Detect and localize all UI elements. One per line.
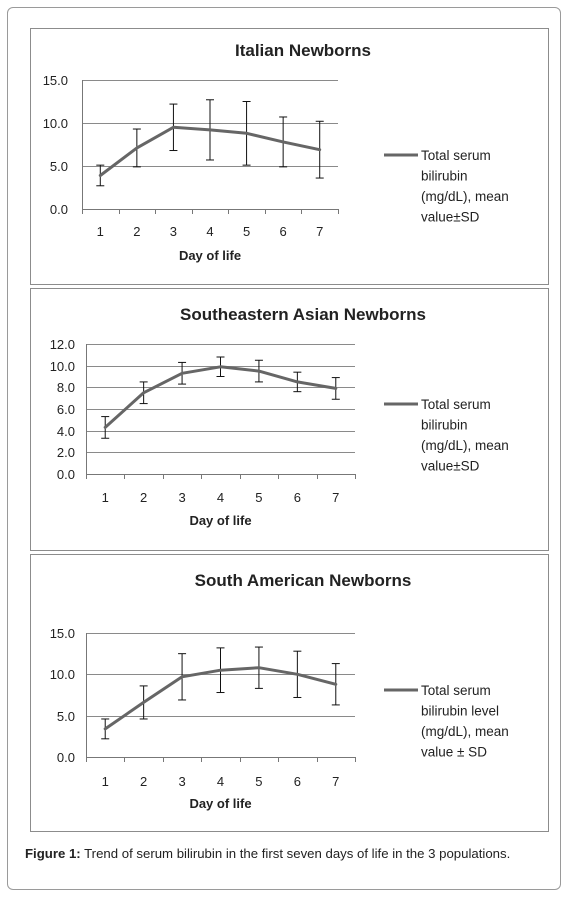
chart-title: Italian Newborns: [235, 41, 371, 60]
chart-2: Southeastern Asian Newborns 0.0 2.0 4.0 6.0 8…: [30, 288, 549, 551]
y-tick-label: 6.0: [57, 402, 75, 417]
series-line: [103, 365, 338, 429]
x-tick-label: 7: [316, 224, 323, 239]
y-tick-label: 5.0: [50, 159, 68, 174]
series-line: [103, 666, 338, 731]
legend-label: value±SD: [421, 459, 480, 474]
legend: Total serum bilirubin (mg/dL), mean value±S…: [384, 397, 509, 474]
x-tick-label: 2: [133, 224, 140, 239]
x-tick-label: 3: [178, 490, 185, 505]
legend-label: (mg/dL), mean: [421, 724, 509, 739]
chart-panel: [30, 288, 549, 551]
legend-label: bilirubin: [421, 169, 468, 184]
x-tick-label: 5: [255, 774, 262, 789]
legend-label: bilirubin level: [421, 704, 499, 719]
x-tick-label: 4: [217, 490, 224, 505]
x-tick-label: 6: [280, 224, 287, 239]
y-tick-label: 10.0: [43, 116, 68, 131]
caption-label: Figure 1:: [25, 846, 81, 861]
chart-3: South American Newborns 0.0 5.0 10.0 15.0 1 2 3…: [30, 554, 549, 832]
legend-label: value ± SD: [421, 745, 487, 760]
x-tick-label: 5: [243, 224, 250, 239]
x-tick-label: 3: [170, 224, 177, 239]
x-axis-label: Day of life: [179, 248, 241, 263]
x-tick-label: 6: [294, 490, 301, 505]
legend-label: bilirubin: [421, 418, 468, 433]
caption-text: Trend of serum bilirubin in the first se…: [80, 846, 511, 861]
y-tick-label: 0.0: [50, 202, 68, 217]
x-tick-label: 2: [140, 490, 147, 505]
legend-label: Total serum: [421, 397, 491, 412]
x-tick-label: 3: [178, 774, 185, 789]
y-tick-label: 2.0: [57, 445, 75, 460]
legend-label: value±SD: [421, 210, 480, 225]
y-tick-label: 12.0: [50, 337, 75, 352]
y-tick-label: 5.0: [57, 709, 75, 724]
legend: Total serum bilirubin (mg/dL), mean value±S…: [384, 148, 509, 225]
legend-label: (mg/dL), mean: [421, 438, 509, 453]
chart-panel: [30, 28, 549, 285]
x-axis-label: Day of life: [189, 796, 251, 811]
y-tick-label: 0.0: [57, 750, 75, 765]
chart-title: South American Newborns: [195, 571, 412, 590]
y-tick-label: 15.0: [43, 73, 68, 88]
x-tick-label: 1: [97, 224, 104, 239]
x-tick-label: 4: [206, 224, 213, 239]
chart-panel: [30, 554, 549, 832]
x-tick-label: 5: [255, 490, 262, 505]
figure-caption: Figure 1: Trend of serum bilirubin in th…: [25, 845, 549, 862]
y-tick-label: 15.0: [50, 626, 75, 641]
series-line: [98, 125, 322, 177]
legend-label: Total serum: [421, 683, 491, 698]
x-tick-label: 7: [332, 774, 339, 789]
x-tick-label: 7: [332, 490, 339, 505]
y-tick-label: 10.0: [50, 667, 75, 682]
y-tick-label: 10.0: [50, 359, 75, 374]
x-axis-label: Day of life: [189, 513, 251, 528]
y-tick-label: 8.0: [57, 380, 75, 395]
x-tick-label: 1: [102, 490, 109, 505]
x-tick-label: 2: [140, 774, 147, 789]
y-tick-label: 0.0: [57, 467, 75, 482]
x-tick-label: 6: [294, 774, 301, 789]
legend-label: Total serum: [421, 148, 491, 163]
x-tick-label: 1: [102, 774, 109, 789]
legend: Total serum bilirubin level (mg/dL), mean v…: [384, 683, 509, 760]
chart-title: Southeastern Asian Newborns: [180, 305, 426, 324]
chart-1: Italian Newborns 0.0 5.0 10.0 15.0 1 2 3 4 5 6 7 Day…: [30, 28, 549, 285]
x-tick-label: 4: [217, 774, 224, 789]
y-tick-label: 4.0: [57, 424, 75, 439]
legend-label: (mg/dL), mean: [421, 189, 509, 204]
